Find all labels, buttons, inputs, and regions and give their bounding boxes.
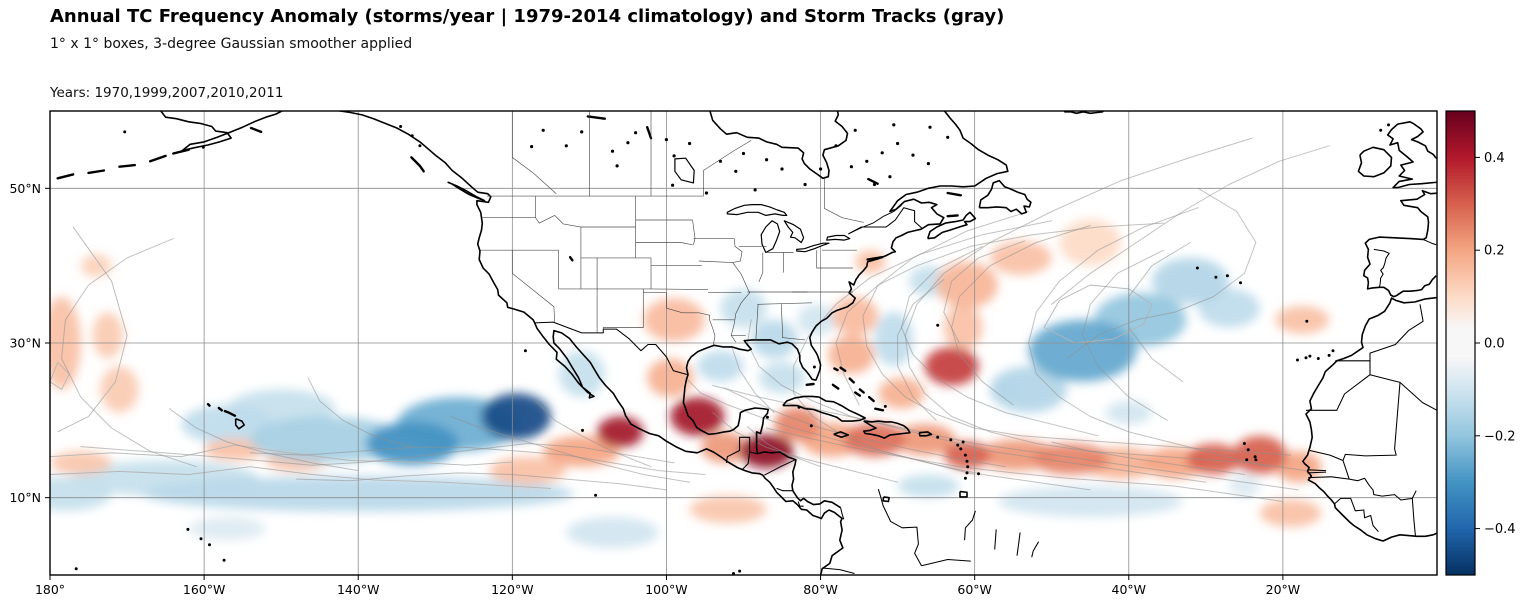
gridlines: [50, 111, 1437, 575]
figure-title: Annual TC Frequency Anomaly (storms/year…: [50, 6, 1005, 27]
climatology-contours: [50, 226, 1153, 489]
colorbar-tick-label: 0.2: [1484, 244, 1505, 259]
colorbar: 0.4 0.2 0.0 −0.2 −0.4: [1445, 110, 1516, 576]
x-tick-label: 120°W: [491, 582, 533, 597]
x-tick-label: 100°W: [645, 582, 687, 597]
x-tick-label: 140°W: [337, 582, 379, 597]
coastlines-layer: [56, 111, 1437, 575]
x-tick-label: 20°W: [1266, 582, 1301, 597]
anomaly-heatmap-layer: [50, 219, 1330, 548]
y-tick-label: 30°N: [9, 336, 41, 351]
x-tick-label: 80°W: [803, 582, 838, 597]
colorbar-tick-label: −0.2: [1484, 429, 1516, 444]
colorbar-tick-label: 0.0: [1484, 337, 1505, 352]
storm-tracks-layer: [61, 137, 1330, 502]
state-borders-layer: [480, 111, 864, 345]
x-axis: 180° 160°W 140°W 120°W 100°W 80°W 60°W 40°W 20°W: [35, 575, 1300, 597]
x-tick-label: 180°: [35, 582, 65, 597]
colorbar-tick-label: 0.4: [1484, 151, 1505, 166]
country-borders-layer: [534, 207, 1437, 575]
x-tick-label: 160°W: [183, 582, 225, 597]
y-axis: 50°N 30°N 10°N: [9, 181, 50, 505]
colorbar-tick-label: −0.4: [1484, 522, 1516, 537]
years-annotation: Years: 1970,1999,2007,2010,2011: [50, 85, 284, 101]
figure-subtitle: 1° x 1° boxes, 3-degree Gaussian smoothe…: [50, 36, 413, 52]
y-tick-label: 50°N: [9, 181, 41, 196]
colorbar-gradient: [1445, 110, 1476, 576]
y-tick-label: 10°N: [9, 490, 41, 505]
x-tick-label: 60°W: [957, 582, 992, 597]
lakes-layer: [530, 123, 950, 254]
x-tick-label: 40°W: [1112, 582, 1147, 597]
